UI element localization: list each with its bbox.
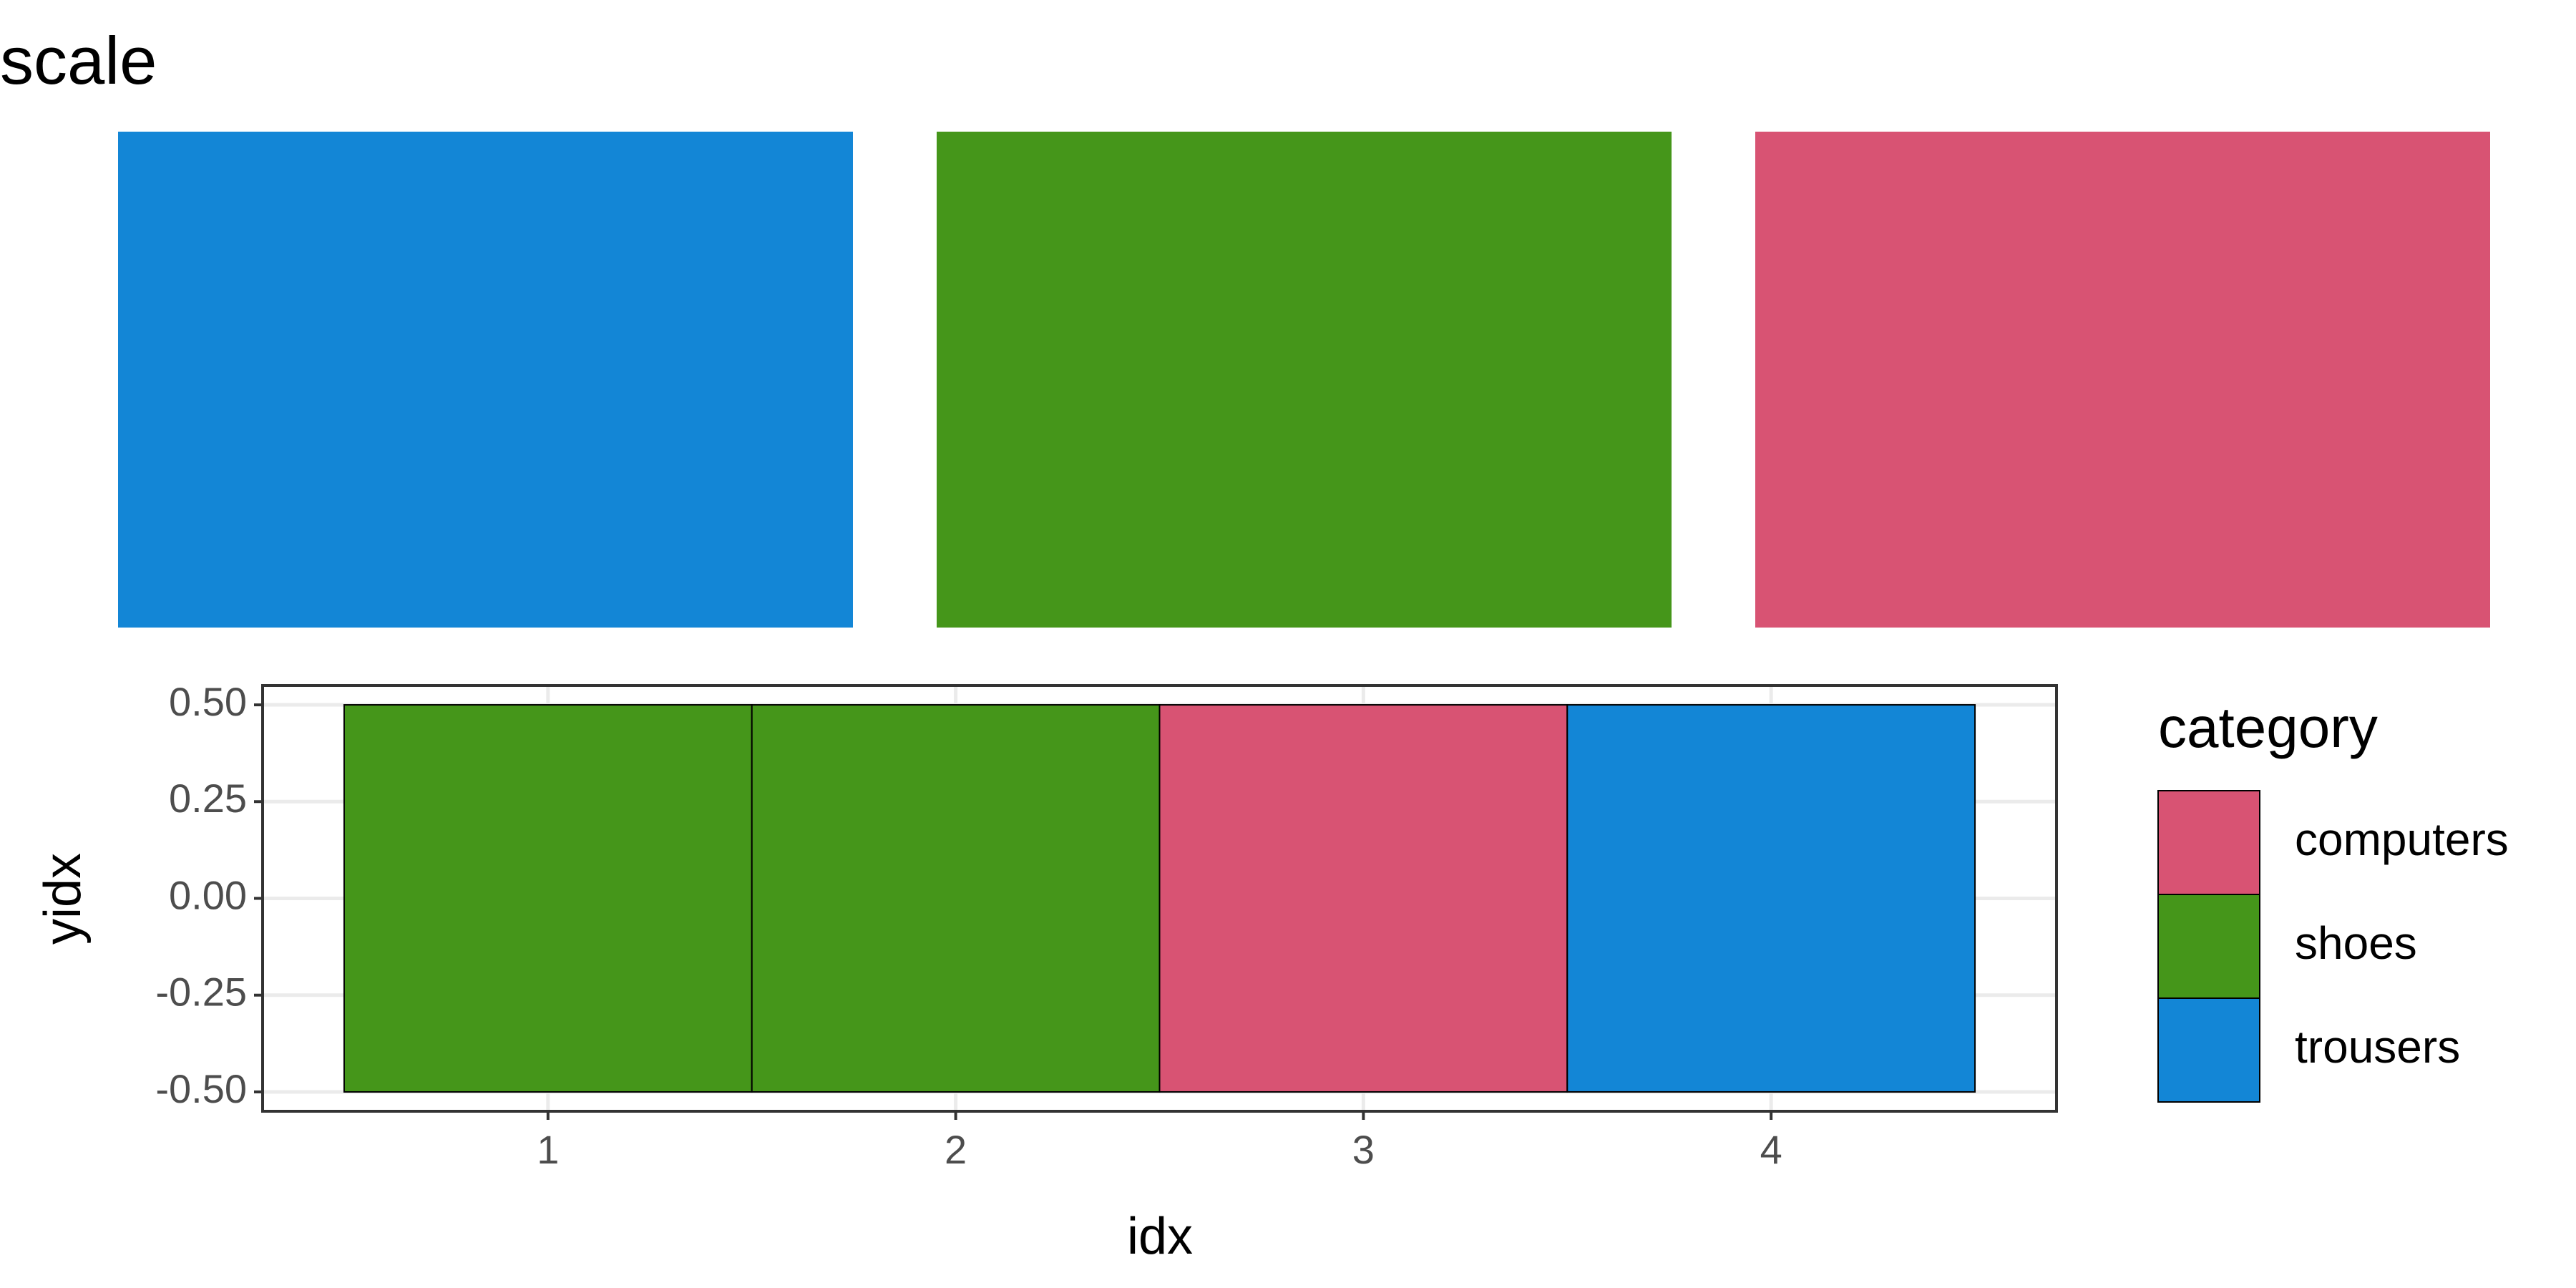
tile xyxy=(1158,704,1568,1093)
panel-border xyxy=(261,684,2058,1113)
swatch xyxy=(1755,132,2490,628)
y-tick-label: 0.00 xyxy=(169,872,247,917)
x-tick-label: 2 xyxy=(945,1127,967,1172)
swatch xyxy=(937,132,1672,628)
tile xyxy=(343,704,753,1093)
legend-label: shoes xyxy=(2295,917,2417,969)
x-axis-title: idx xyxy=(1127,1208,1193,1265)
x-tick-label: 3 xyxy=(1352,1127,1375,1172)
legend-key xyxy=(2157,894,2260,999)
legend-label: trousers xyxy=(2295,1021,2460,1073)
legend-title: category xyxy=(2158,696,2378,759)
swatch-title: scale xyxy=(0,23,157,98)
tile xyxy=(1566,704,1976,1093)
legend-key xyxy=(2157,790,2260,895)
tile xyxy=(751,704,1161,1093)
y-tick-label: -0.25 xyxy=(155,970,247,1015)
y-tick-label: -0.50 xyxy=(155,1066,247,1111)
legend-label: computers xyxy=(2295,814,2509,865)
x-tick-label: 4 xyxy=(1760,1127,1782,1172)
legend-key xyxy=(2157,997,2260,1103)
y-tick-label: 0.50 xyxy=(169,679,247,724)
x-tick-label: 1 xyxy=(537,1127,559,1172)
swatch xyxy=(118,132,853,628)
y-tick-label: 0.25 xyxy=(169,776,247,821)
y-axis-title: yidx xyxy=(34,853,92,945)
